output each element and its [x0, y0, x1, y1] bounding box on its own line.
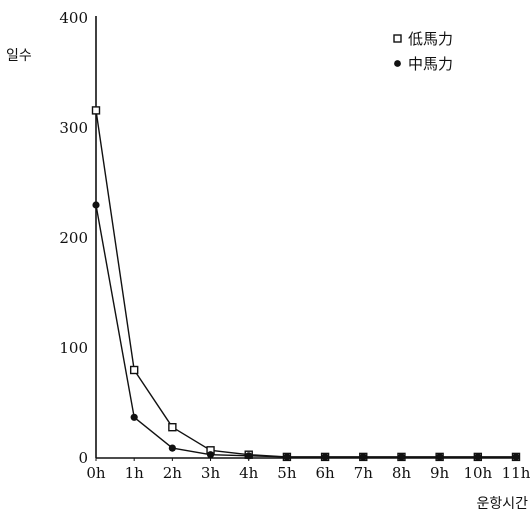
x-tick-label: 5h	[277, 464, 297, 482]
axes: 0 100 200 300 400 0h 1h 2h 3h 4h 5h 6h 7h 8h 9h 10h 11h 일…	[6, 9, 531, 512]
data-point-dot	[130, 413, 138, 421]
y-tick-label: 400	[59, 9, 88, 27]
y-axis-title: 일수	[6, 48, 32, 64]
legend-marker-dot	[394, 60, 401, 67]
legend-marker-square	[393, 34, 402, 43]
x-tick-label: 7h	[354, 464, 374, 482]
data-point-square	[168, 423, 177, 432]
data-point-dot	[397, 453, 406, 461]
data-point-dot	[474, 453, 482, 461]
series-line-0	[95, 110, 516, 458]
data-point-dot	[206, 451, 215, 459]
data-point-dot	[92, 201, 100, 209]
data-point-dot	[168, 444, 176, 452]
x-axis-title: 운항시간	[476, 496, 528, 512]
x-tick-label: 0h	[86, 464, 106, 482]
x-tick-label: 2h	[163, 464, 183, 482]
series-line-1	[95, 204, 516, 458]
y-tick-label: 100	[59, 339, 88, 357]
x-tick-label: 4h	[239, 464, 259, 482]
data-point-dot	[245, 452, 253, 460]
x-tick-label: 3h	[201, 464, 221, 482]
data-point-dot	[359, 453, 367, 461]
data-point-dot	[436, 453, 444, 461]
y-tick-label: 300	[59, 119, 88, 137]
data-point-dot	[321, 453, 329, 461]
data-point-square	[129, 365, 139, 375]
series-layer	[91, 106, 521, 462]
data-point-dot	[283, 453, 291, 461]
y-tick-label: 0	[78, 449, 88, 467]
data-point-square	[91, 106, 101, 115]
x-tick-label: 10h	[463, 464, 492, 482]
x-tick-label: 6h	[315, 464, 335, 482]
legend-label: 中馬力	[408, 55, 453, 73]
legend-label: 低馬力	[408, 30, 453, 48]
data-point-dot	[512, 453, 520, 461]
x-tick-label: 9h	[430, 464, 450, 482]
x-tick-label: 8h	[392, 464, 412, 482]
y-tick-label: 200	[59, 229, 88, 247]
x-tick-label: 11h	[502, 464, 531, 482]
x-tick-label: 1h	[125, 464, 145, 482]
